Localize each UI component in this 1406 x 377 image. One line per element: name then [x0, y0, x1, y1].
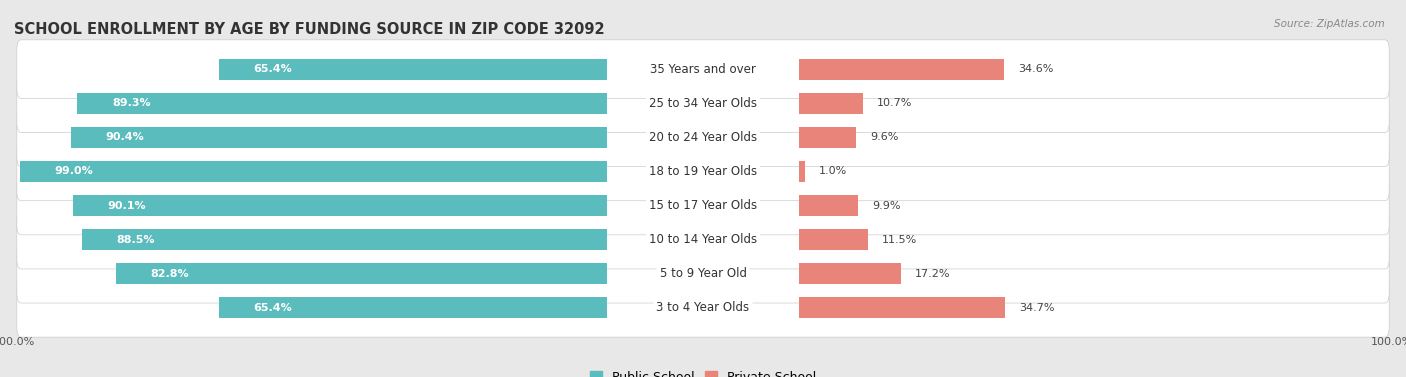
- Text: 65.4%: 65.4%: [253, 303, 292, 313]
- Text: 65.4%: 65.4%: [253, 64, 292, 74]
- Text: 10.7%: 10.7%: [876, 98, 912, 108]
- Bar: [219, 58, 606, 80]
- Text: 88.5%: 88.5%: [117, 234, 155, 245]
- Bar: [800, 195, 858, 216]
- Text: 82.8%: 82.8%: [150, 269, 188, 279]
- FancyBboxPatch shape: [17, 245, 1389, 303]
- Text: 17.2%: 17.2%: [915, 269, 950, 279]
- Bar: [82, 229, 606, 250]
- Text: 9.6%: 9.6%: [870, 132, 898, 143]
- Text: 9.9%: 9.9%: [872, 201, 900, 211]
- Bar: [73, 195, 606, 216]
- FancyBboxPatch shape: [17, 108, 1389, 167]
- Text: 11.5%: 11.5%: [882, 234, 917, 245]
- FancyBboxPatch shape: [17, 40, 1389, 98]
- Text: 20 to 24 Year Olds: 20 to 24 Year Olds: [650, 131, 756, 144]
- Bar: [800, 58, 1004, 80]
- Bar: [800, 161, 806, 182]
- Bar: [70, 127, 606, 148]
- FancyBboxPatch shape: [17, 210, 1389, 269]
- FancyBboxPatch shape: [17, 74, 1389, 132]
- FancyBboxPatch shape: [17, 279, 1389, 337]
- FancyBboxPatch shape: [17, 176, 1389, 235]
- Text: 90.1%: 90.1%: [107, 201, 146, 211]
- Text: 10 to 14 Year Olds: 10 to 14 Year Olds: [650, 233, 756, 246]
- Text: 99.0%: 99.0%: [55, 166, 93, 176]
- Text: 5 to 9 Year Old: 5 to 9 Year Old: [659, 267, 747, 280]
- Bar: [800, 93, 863, 114]
- Text: SCHOOL ENROLLMENT BY AGE BY FUNDING SOURCE IN ZIP CODE 32092: SCHOOL ENROLLMENT BY AGE BY FUNDING SOUR…: [14, 22, 605, 37]
- Bar: [115, 263, 606, 284]
- Text: 34.7%: 34.7%: [1019, 303, 1054, 313]
- Bar: [800, 127, 856, 148]
- Bar: [20, 161, 606, 182]
- Text: 3 to 4 Year Olds: 3 to 4 Year Olds: [657, 301, 749, 314]
- Text: 15 to 17 Year Olds: 15 to 17 Year Olds: [650, 199, 756, 212]
- Text: 35 Years and over: 35 Years and over: [650, 63, 756, 76]
- Text: 25 to 34 Year Olds: 25 to 34 Year Olds: [650, 97, 756, 110]
- Text: 90.4%: 90.4%: [105, 132, 145, 143]
- Bar: [800, 297, 1005, 319]
- Legend: Public School, Private School: Public School, Private School: [585, 366, 821, 377]
- Bar: [77, 93, 606, 114]
- FancyBboxPatch shape: [17, 142, 1389, 201]
- Text: 89.3%: 89.3%: [112, 98, 150, 108]
- Text: 18 to 19 Year Olds: 18 to 19 Year Olds: [650, 165, 756, 178]
- Text: 34.6%: 34.6%: [1018, 64, 1053, 74]
- Bar: [800, 229, 868, 250]
- Text: 1.0%: 1.0%: [820, 166, 848, 176]
- Text: Source: ZipAtlas.com: Source: ZipAtlas.com: [1274, 19, 1385, 29]
- Bar: [800, 263, 901, 284]
- Bar: [219, 297, 606, 319]
